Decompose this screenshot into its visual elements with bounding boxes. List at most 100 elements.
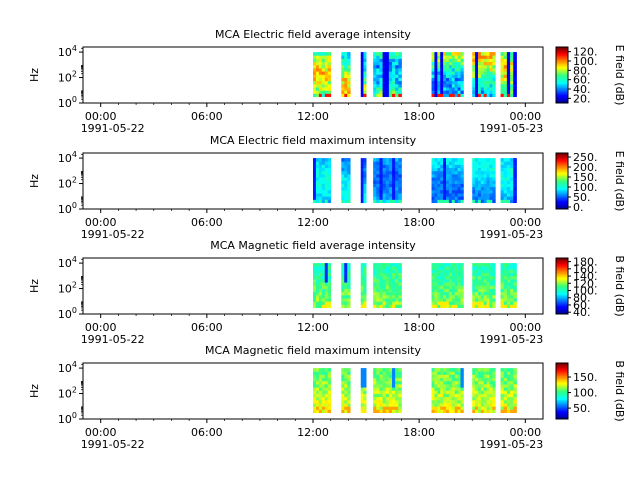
heatmap-cell xyxy=(315,64,320,69)
heatmap-cell xyxy=(510,183,514,188)
heatmap-cell xyxy=(385,279,390,283)
heatmap-cell xyxy=(477,393,482,398)
heatmap-cell xyxy=(454,161,458,165)
heatmap-cell xyxy=(347,403,351,407)
heatmap-cell xyxy=(360,279,364,283)
colorbar-swatch xyxy=(556,160,568,162)
heatmap-cell xyxy=(443,183,447,188)
colorbar-swatch xyxy=(556,402,568,405)
heatmap-cell xyxy=(451,87,456,91)
heatmap-cell xyxy=(475,87,479,91)
heatmap-cell xyxy=(315,93,320,98)
heatmap-cell xyxy=(483,158,487,162)
date-start-label: 1991-05-22 xyxy=(81,333,145,346)
heatmap-cell xyxy=(510,275,514,280)
heatmap-cell xyxy=(457,384,461,388)
heatmap-cell xyxy=(398,55,402,59)
heatmap-cell xyxy=(347,399,351,404)
heatmap-cell xyxy=(385,368,390,372)
heatmap-cell xyxy=(486,83,490,88)
heatmap-cell xyxy=(454,285,458,289)
heatmap-cell xyxy=(477,266,482,270)
heatmap-cell xyxy=(363,64,367,69)
colorbar-swatch xyxy=(556,55,568,58)
heatmap-cell xyxy=(489,71,493,75)
colorbar-swatch xyxy=(556,155,568,158)
heatmap-cell xyxy=(440,409,444,414)
heatmap-cell xyxy=(506,288,511,293)
heatmap-cell xyxy=(376,272,380,277)
heatmap-cell xyxy=(341,406,345,410)
heatmap-cell xyxy=(446,393,450,398)
heatmap-cell xyxy=(500,161,505,165)
heatmap-cell xyxy=(434,74,438,78)
heatmap-cell xyxy=(448,371,453,375)
heatmap-cell xyxy=(483,183,487,188)
heatmap-cell xyxy=(451,279,456,283)
heatmap-cell xyxy=(437,399,441,404)
heatmap-cell xyxy=(324,87,329,91)
heatmap-cell xyxy=(376,406,380,410)
heatmap-cell xyxy=(489,83,493,88)
heatmap-cell xyxy=(475,52,479,56)
heatmap-cell xyxy=(347,288,351,293)
heatmap-cell xyxy=(321,158,326,162)
heatmap-cell xyxy=(489,90,493,94)
colorbar-tick-label: 250. xyxy=(573,151,598,164)
heatmap-cell xyxy=(489,298,493,302)
heatmap-cell xyxy=(437,393,441,398)
heatmap-cell xyxy=(376,285,380,289)
heatmap-cell xyxy=(489,196,493,200)
heatmap-cell xyxy=(446,90,450,94)
heatmap-cell xyxy=(360,304,364,309)
heatmap-cell xyxy=(347,158,351,162)
heatmap-cell xyxy=(382,80,387,85)
heatmap-cell xyxy=(360,83,364,88)
heatmap-cell xyxy=(460,396,464,401)
heatmap-cell xyxy=(434,164,438,169)
heatmap-cell xyxy=(395,52,399,56)
heatmap-cell xyxy=(451,61,456,66)
colorbar-swatch xyxy=(556,51,568,54)
heatmap-cell xyxy=(434,161,438,165)
heatmap-cell xyxy=(448,77,453,82)
heatmap-cell xyxy=(451,80,456,85)
heatmap-cell xyxy=(510,186,514,191)
heatmap-cell xyxy=(373,403,377,407)
heatmap-cell xyxy=(483,170,487,175)
heatmap-cell xyxy=(327,174,332,178)
heatmap-cell xyxy=(321,55,326,59)
heatmap-cell xyxy=(500,183,505,188)
heatmap-cell xyxy=(324,282,329,286)
heatmap-cell xyxy=(318,170,323,175)
heatmap-cell xyxy=(347,52,351,56)
heatmap-cell xyxy=(360,368,364,372)
heatmap-cell xyxy=(510,71,514,75)
heatmap-cell xyxy=(480,71,485,75)
heatmap-cell xyxy=(437,282,441,286)
heatmap-cell xyxy=(392,55,396,59)
heatmap-cell xyxy=(382,74,387,78)
colorbar-swatch xyxy=(556,58,568,61)
heatmap-cell xyxy=(363,183,367,188)
heatmap-cell xyxy=(385,409,390,414)
heatmap-cell xyxy=(388,164,393,169)
heatmap-cell xyxy=(483,301,487,305)
heatmap-cell xyxy=(363,58,367,63)
heatmap-cell xyxy=(324,180,329,184)
heatmap-cell xyxy=(385,161,390,165)
heatmap-cell xyxy=(382,68,387,72)
heatmap-cell xyxy=(392,301,396,305)
heatmap-cell xyxy=(486,387,490,391)
heatmap-cell xyxy=(457,380,461,385)
heatmap-cell xyxy=(440,164,444,169)
heatmap-cell xyxy=(321,183,326,188)
colorbar-swatch xyxy=(556,291,568,294)
heatmap-cell xyxy=(472,288,476,293)
heatmap-cell xyxy=(500,368,505,372)
heatmap-cell xyxy=(506,58,511,63)
heatmap-cell xyxy=(392,199,396,204)
colorbar-swatch xyxy=(556,153,568,155)
heatmap-cell xyxy=(363,158,367,162)
heatmap-cell xyxy=(460,393,464,398)
